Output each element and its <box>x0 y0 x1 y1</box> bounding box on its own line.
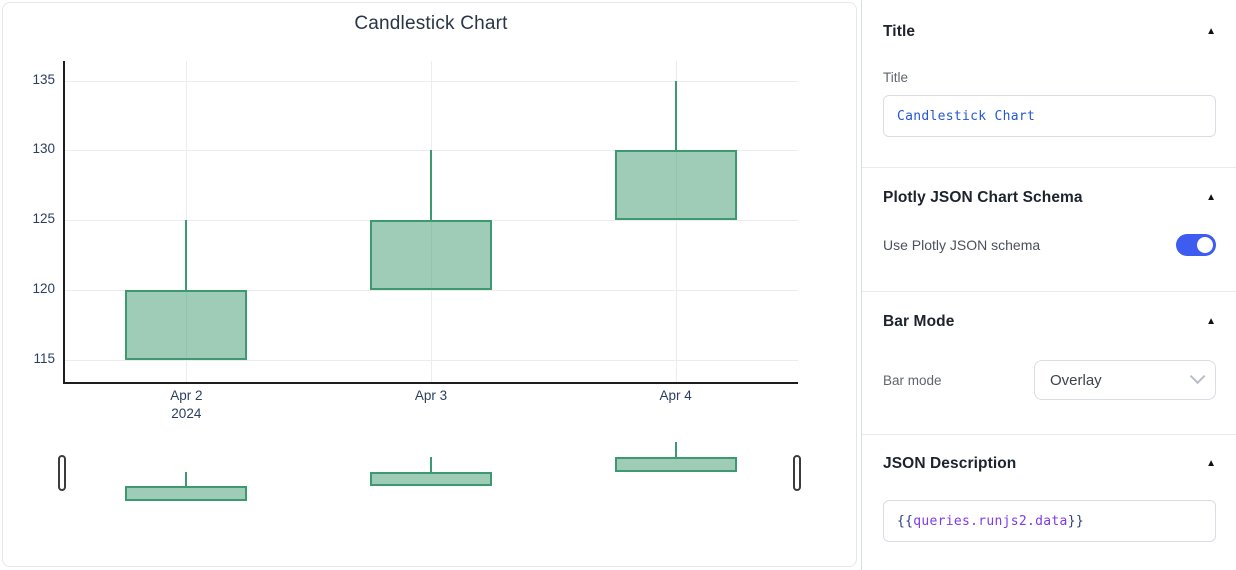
title-input[interactable]: Candlestick Chart <box>883 95 1216 137</box>
template-close-delim: }} <box>1067 513 1084 529</box>
y-tick-label: 125 <box>32 211 55 227</box>
bar-mode-selected-value: Overlay <box>1050 371 1102 389</box>
candle-wick[interactable] <box>185 220 188 290</box>
section-header-json-description[interactable]: JSON Description ▲ <box>883 455 1216 473</box>
chevron-down-icon <box>1189 368 1206 384</box>
collapse-caret-icon[interactable]: ▲ <box>1206 192 1216 203</box>
title-field-label: Title <box>883 70 909 85</box>
section-header-plotly-schema[interactable]: Plotly JSON Chart Schema ▲ <box>883 189 1216 207</box>
x-axis-line <box>63 382 798 384</box>
mini-candle-wick <box>674 442 677 457</box>
section-header-title[interactable]: Title ▲ <box>883 23 1216 41</box>
y-axis-line <box>63 61 65 383</box>
range-slider-handle-left[interactable] <box>58 455 66 491</box>
plotly-schema-toggle[interactable] <box>1176 234 1216 256</box>
section-divider <box>862 434 1236 435</box>
gridline-vertical <box>675 61 677 382</box>
section-bar-mode-label: Bar Mode <box>883 313 955 330</box>
mini-candlestick <box>125 486 248 501</box>
range-slider[interactable] <box>3 3 856 566</box>
mini-candlestick <box>614 456 737 472</box>
template-open-delim: {{ <box>897 513 914 529</box>
section-divider <box>862 167 1236 168</box>
mini-candle-wick <box>430 456 432 472</box>
candlestick[interactable] <box>125 289 248 360</box>
x-tick-label: Apr 3 <box>414 388 448 403</box>
template-path: queries.runjs2.data <box>913 513 1068 529</box>
inspector-panel: Title ▲ Title Candlestick Chart Plotly J… <box>861 0 1236 570</box>
y-tick-label: 120 <box>32 280 55 296</box>
candle-wick[interactable] <box>430 150 432 221</box>
range-slider-handle-right[interactable] <box>793 455 801 491</box>
section-json-description-label: JSON Description <box>883 455 1017 472</box>
title-input-value: Candlestick Chart <box>897 108 1036 124</box>
chart-widget-card: Candlestick Chart 115 120 125 130 135 Apr 2 20… <box>2 2 857 567</box>
y-tick-label: 130 <box>32 141 55 157</box>
bar-mode-select[interactable]: Overlay <box>1034 360 1216 400</box>
collapse-caret-icon[interactable]: ▲ <box>1206 458 1216 469</box>
bar-mode-field-label: Bar mode <box>883 372 942 388</box>
section-title-label: Title <box>883 23 916 40</box>
mini-candle-wick <box>185 471 188 487</box>
x-tick-label: Apr 2 <box>170 388 203 403</box>
section-plotly-schema-label: Plotly JSON Chart Schema <box>883 189 1083 206</box>
candlestick[interactable] <box>370 220 492 290</box>
candle-wick[interactable] <box>674 80 677 151</box>
y-tick-label: 135 <box>32 71 55 87</box>
toggle-knob <box>1197 237 1213 253</box>
mini-candlestick <box>370 471 492 487</box>
x-tick-label: Apr 4 <box>659 388 692 403</box>
json-description-input[interactable]: {{queries.runjs2.data}} <box>883 500 1216 542</box>
section-header-bar-mode[interactable]: Bar Mode ▲ <box>883 313 1216 331</box>
section-divider <box>862 291 1236 292</box>
x-tick-sublabel: 2024 <box>171 406 202 421</box>
candlestick[interactable] <box>614 150 737 221</box>
bar-mode-row: Bar mode Overlay <box>883 360 1216 400</box>
plot-area[interactable]: 115 120 125 130 135 Apr 2 2024 Apr 3 Apr 4 <box>3 3 856 566</box>
collapse-caret-icon[interactable]: ▲ <box>1206 26 1216 37</box>
toggle-label: Use Plotly JSON schema <box>883 237 1041 253</box>
y-tick-label: 115 <box>33 350 55 366</box>
plotly-schema-toggle-row: Use Plotly JSON schema <box>883 234 1216 256</box>
chart-title: Candlestick Chart <box>354 13 508 34</box>
collapse-caret-icon[interactable]: ▲ <box>1206 316 1216 327</box>
